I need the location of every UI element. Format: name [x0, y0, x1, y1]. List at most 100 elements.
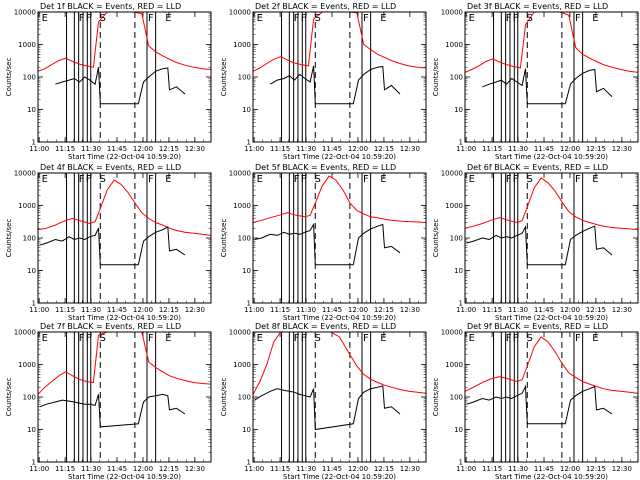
panel-title: Det 2f BLACK = Events, RED = LLD	[255, 2, 396, 11]
x-tick-label: 11:00	[456, 465, 476, 473]
marker-label: F	[86, 174, 92, 185]
marker-label: F	[294, 333, 300, 344]
x-tick-label: 12:30	[612, 145, 632, 153]
x-tick-label: 11:45	[322, 306, 342, 314]
marker-label: F	[363, 174, 369, 185]
x-tick-label: 11:00	[456, 145, 476, 153]
marker-label: F	[301, 13, 307, 24]
y-tick-label: 1	[32, 459, 36, 467]
x-tick-label: 12:15	[159, 306, 179, 314]
y-tick-label: 1	[459, 300, 463, 308]
panel-det-2f: Det 2f BLACK = Events, RED = LLD Counts/s…	[220, 2, 427, 161]
marker-label: S	[315, 333, 321, 344]
x-tick-label: 11:00	[456, 306, 476, 314]
y-tick-label: 1	[32, 300, 36, 308]
series-lld-line	[465, 12, 638, 73]
x-tick-label: 12:15	[586, 145, 606, 153]
marker-label: E	[42, 13, 48, 24]
x-tick-label: 11:00	[244, 465, 264, 473]
x-tick-label: 11:15	[482, 145, 502, 153]
marker-label: E	[469, 174, 475, 185]
x-tick-label: 11:00	[29, 145, 49, 153]
x-tick-label: 11:45	[322, 145, 342, 153]
marker-label: F	[148, 333, 154, 344]
series-lld-line	[465, 336, 638, 394]
marker-label: F	[79, 174, 85, 185]
marker-label: S	[100, 174, 106, 185]
x-tick-label: 11:45	[534, 465, 554, 473]
marker-label: E	[257, 13, 263, 24]
marker-label: F	[506, 174, 512, 185]
marker-label: E	[469, 333, 475, 344]
x-tick-label: 12:00	[560, 465, 580, 473]
marker-label: E	[380, 333, 386, 344]
panel-det-3f: Det 3f BLACK = Events, RED = LLD Counts/s…	[432, 2, 639, 161]
panel-frame	[464, 172, 639, 304]
y-tick-label: 1	[247, 300, 251, 308]
y-axis-label: Counts/sec	[5, 58, 13, 97]
marker-label: S	[100, 13, 106, 24]
series-lld-line	[38, 332, 211, 395]
marker-label: E	[380, 13, 386, 24]
marker-label: F	[506, 333, 512, 344]
panel-frame	[464, 11, 639, 143]
x-tick-label: 12:30	[400, 145, 420, 153]
y-tick-label: 10	[242, 267, 251, 275]
y-axis-label: Counts/sec	[432, 58, 440, 97]
x-tick-label: 12:30	[185, 145, 205, 153]
x-tick-label: 12:15	[586, 465, 606, 473]
panel-title: Det 5f BLACK = Events, RED = LLD	[255, 163, 396, 172]
panel-det-7f: Det 7f BLACK = Events, RED = LLD Counts/s…	[5, 322, 212, 480]
y-tick-label: 1	[247, 459, 251, 467]
marker-label: E	[380, 174, 386, 185]
x-tick-label: 11:15	[55, 465, 75, 473]
marker-label: F	[86, 333, 92, 344]
marker-label: E	[165, 13, 171, 24]
x-axis-label: Start Time (22-Oct-04 10:59:20)	[68, 153, 181, 161]
y-tick-label: 10000	[14, 9, 36, 17]
y-tick-label: 1000	[445, 361, 463, 369]
y-tick-label: 1000	[18, 41, 36, 49]
y-tick-label: 10	[242, 106, 251, 114]
x-axis-label: Start Time (22-Oct-04 10:59:20)	[68, 314, 181, 322]
y-tick-label: 1000	[233, 202, 251, 210]
panel-title: Det 3f BLACK = Events, RED = LLD	[467, 2, 608, 11]
x-tick-label: 11:00	[244, 306, 264, 314]
x-tick-label: 12:15	[586, 306, 606, 314]
x-tick-label: 12:00	[348, 145, 368, 153]
x-tick-label: 11:45	[534, 145, 554, 153]
y-tick-label: 10	[454, 426, 463, 434]
x-tick-label: 11:45	[322, 465, 342, 473]
y-tick-label: 10	[242, 426, 251, 434]
y-tick-label: 1	[247, 139, 251, 147]
series-events-line	[466, 225, 613, 266]
x-tick-label: 12:30	[400, 465, 420, 473]
x-tick-label: 11:45	[107, 145, 127, 153]
panel-frame	[37, 331, 212, 463]
x-tick-label: 12:30	[612, 465, 632, 473]
series-events-line	[254, 385, 401, 431]
marker-label: E	[469, 13, 475, 24]
x-tick-label: 12:00	[133, 306, 153, 314]
marker-label: F	[513, 13, 519, 24]
x-tick-label: 12:15	[374, 306, 394, 314]
marker-label: E	[42, 174, 48, 185]
panel-frame	[252, 11, 427, 143]
x-axis-label: Start Time (22-Oct-04 10:59:20)	[495, 153, 608, 161]
series-lld-line	[465, 177, 638, 231]
marker-label: F	[79, 13, 85, 24]
x-tick-label: 11:15	[55, 306, 75, 314]
x-tick-label: 12:30	[400, 306, 420, 314]
x-tick-label: 11:30	[508, 145, 528, 153]
y-tick-label: 1	[459, 139, 463, 147]
x-tick-label: 11:30	[81, 465, 101, 473]
y-tick-label: 100	[23, 394, 36, 402]
y-tick-label: 100	[238, 394, 251, 402]
panel-title: Det 6f BLACK = Events, RED = LLD	[467, 163, 608, 172]
y-axis-label: Counts/sec	[220, 58, 228, 97]
marker-label: F	[294, 174, 300, 185]
y-tick-label: 1	[459, 459, 463, 467]
